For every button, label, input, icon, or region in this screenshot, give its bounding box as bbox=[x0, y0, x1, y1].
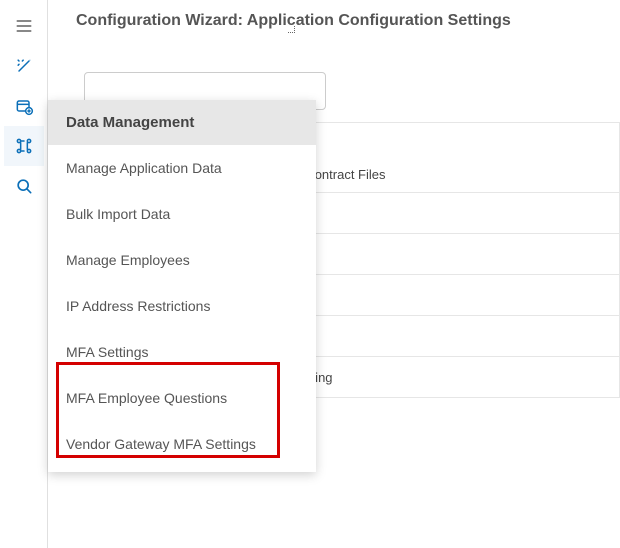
search-icon bbox=[14, 176, 34, 196]
wizard-button[interactable] bbox=[4, 46, 44, 86]
menu-item-manage-employees[interactable]: Manage Employees bbox=[48, 237, 316, 283]
calendar-add-icon bbox=[14, 96, 34, 116]
menu-item-mfa-employee-questions[interactable]: MFA Employee Questions bbox=[48, 375, 316, 421]
flyout-heading: Data Management bbox=[48, 100, 316, 145]
app-root: Configuration Wizard: Application Config… bbox=[0, 0, 620, 548]
calendar-button[interactable] bbox=[4, 86, 44, 126]
magic-wand-icon bbox=[14, 56, 34, 76]
menu-item-manage-application-data[interactable]: Manage Application Data bbox=[48, 145, 316, 191]
page-title: Configuration Wizard: Application Config… bbox=[48, 0, 620, 42]
menu-item-bulk-import-data[interactable]: Bulk Import Data bbox=[48, 191, 316, 237]
data-flow-icon bbox=[14, 136, 34, 156]
hamburger-icon bbox=[14, 16, 34, 36]
search-button[interactable] bbox=[4, 166, 44, 206]
menu-item-vendor-gateway-mfa-settings[interactable]: Vendor Gateway MFA Settings bbox=[48, 421, 316, 472]
menu-item-ip-address-restrictions[interactable]: IP Address Restrictions bbox=[48, 283, 316, 329]
sidebar-rail bbox=[0, 0, 48, 548]
data-flow-button[interactable] bbox=[4, 126, 44, 166]
data-management-flyout: Data Management Manage Application Data … bbox=[48, 100, 316, 472]
menu-button[interactable] bbox=[4, 6, 44, 46]
menu-item-mfa-settings[interactable]: MFA Settings bbox=[48, 329, 316, 375]
